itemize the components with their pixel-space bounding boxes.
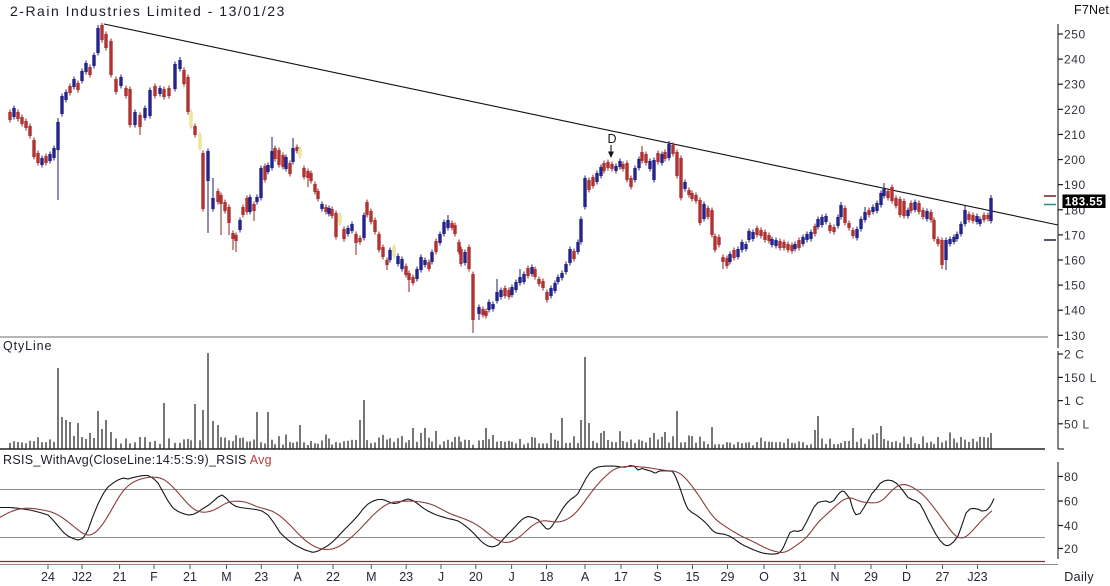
svg-text:190: 190 (1064, 178, 1086, 192)
svg-text:15: 15 (686, 570, 700, 584)
svg-text:60: 60 (1064, 495, 1079, 509)
svg-text:240: 240 (1064, 53, 1086, 67)
svg-text:170: 170 (1064, 228, 1086, 242)
svg-text:29: 29 (864, 570, 878, 584)
svg-text:18: 18 (540, 570, 554, 584)
svg-text:Daily: Daily (1064, 570, 1094, 584)
svg-text:N: N (830, 570, 839, 584)
svg-text:17: 17 (614, 570, 628, 584)
svg-text:40: 40 (1064, 519, 1079, 533)
svg-text:21: 21 (183, 570, 197, 584)
svg-text:80: 80 (1064, 470, 1079, 484)
svg-text:D: D (607, 132, 616, 146)
svg-text:22: 22 (326, 570, 340, 584)
svg-text:24: 24 (41, 570, 55, 584)
svg-text:160: 160 (1064, 253, 1086, 267)
svg-text:200: 200 (1064, 153, 1086, 167)
svg-text:2-Rain Industries Limited - 13: 2-Rain Industries Limited - 13/01/23 (10, 3, 286, 19)
svg-text:150: 150 (1064, 279, 1086, 293)
svg-text:D: D (902, 570, 911, 584)
svg-text:1 C: 1 C (1064, 394, 1084, 408)
svg-text:20: 20 (1064, 542, 1079, 556)
svg-text:23: 23 (399, 570, 413, 584)
svg-text:250: 250 (1064, 28, 1086, 42)
svg-text:J: J (438, 570, 444, 584)
svg-text:130: 130 (1064, 329, 1086, 343)
svg-text:140: 140 (1064, 304, 1086, 318)
svg-text:J22: J22 (72, 570, 92, 584)
svg-text:150 L: 150 L (1064, 371, 1097, 385)
svg-text:21: 21 (113, 570, 127, 584)
svg-text:23: 23 (254, 570, 268, 584)
svg-text:F7Net: F7Net (1074, 3, 1109, 17)
svg-text:2 C: 2 C (1064, 348, 1084, 362)
svg-text:29: 29 (721, 570, 735, 584)
svg-text:220: 220 (1064, 103, 1086, 117)
svg-text:J: J (508, 570, 514, 584)
svg-text:F: F (150, 570, 158, 584)
svg-text:A: A (581, 570, 590, 584)
svg-text:27: 27 (936, 570, 950, 584)
svg-text:RSIS_WithAvg(CloseLine:14:5:S:: RSIS_WithAvg(CloseLine:14:5:S:9)_RSIS Av… (3, 453, 272, 467)
svg-text:A: A (294, 570, 303, 584)
svg-text:M: M (366, 570, 376, 584)
svg-text:210: 210 (1064, 128, 1086, 142)
svg-text:S: S (653, 570, 661, 584)
svg-text:O: O (759, 570, 769, 584)
svg-text:31: 31 (793, 570, 807, 584)
svg-text:M: M (221, 570, 231, 584)
svg-text:QtyLine: QtyLine (3, 339, 52, 353)
svg-text:20: 20 (469, 570, 483, 584)
svg-text:183.55: 183.55 (1065, 197, 1103, 209)
svg-text:230: 230 (1064, 78, 1086, 92)
svg-text:50 L: 50 L (1064, 417, 1090, 431)
svg-text:J23: J23 (967, 570, 987, 584)
